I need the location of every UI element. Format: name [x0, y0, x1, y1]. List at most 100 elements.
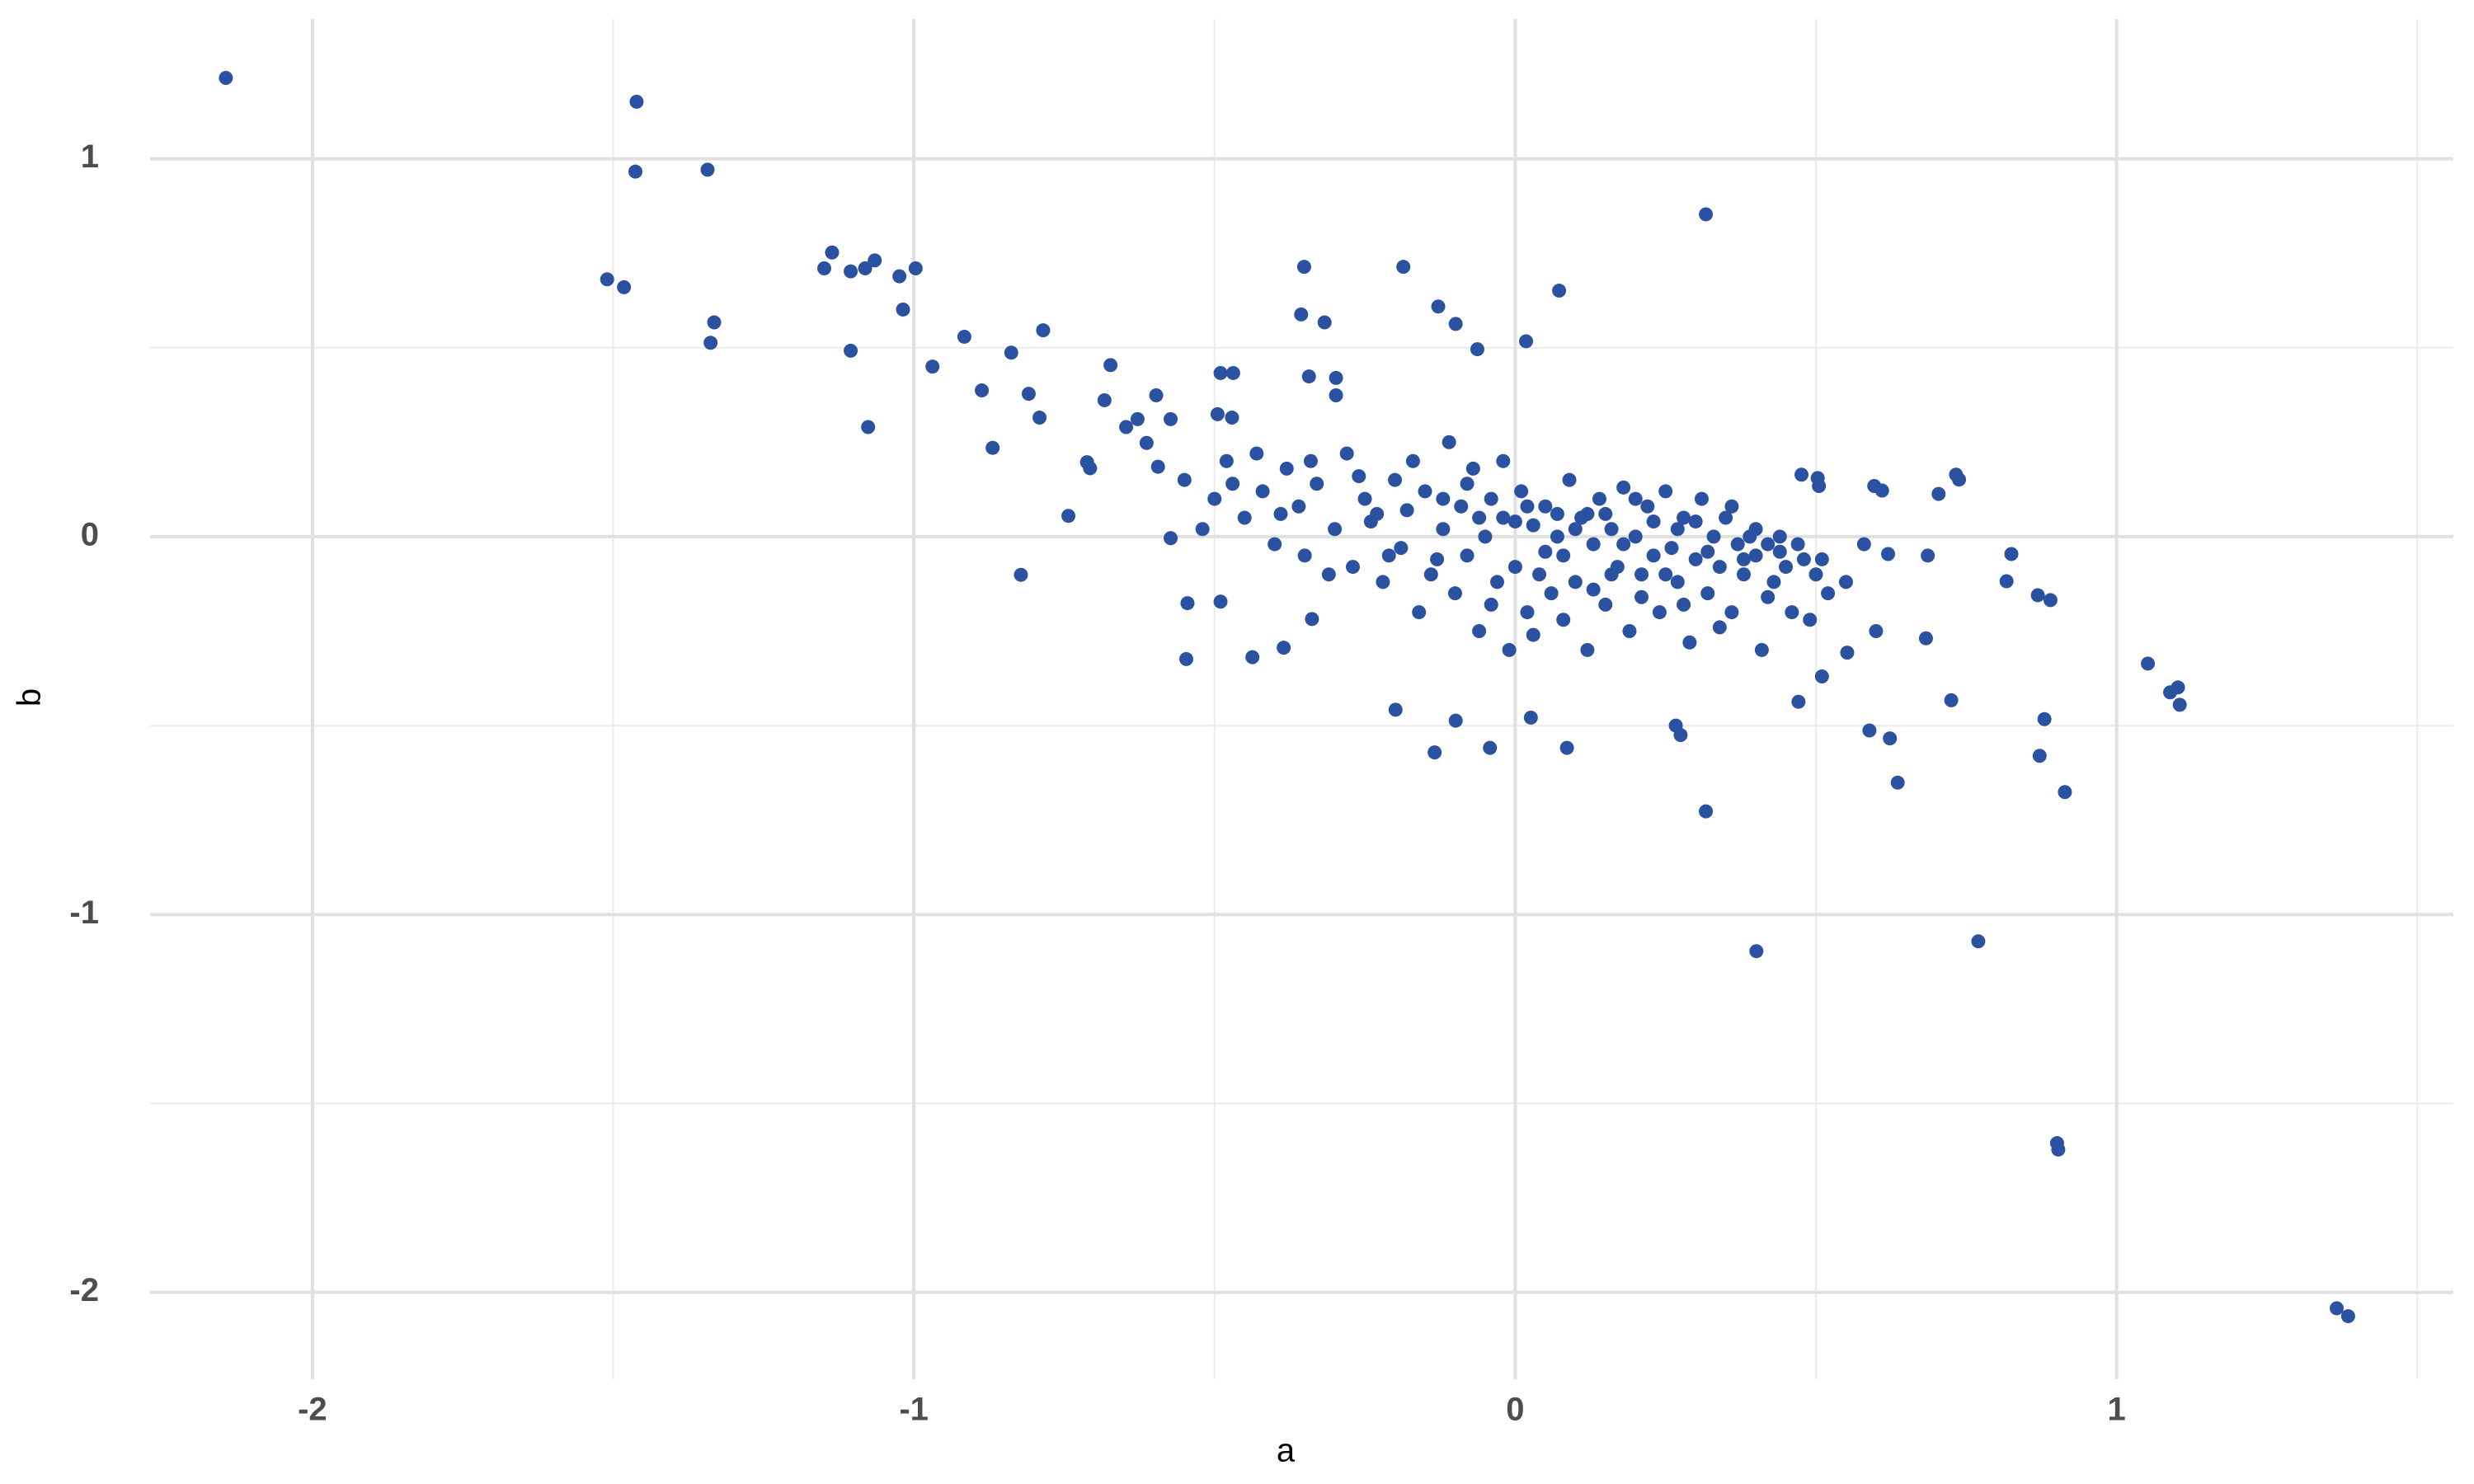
point — [2340, 1308, 2355, 1323]
point — [1803, 613, 1818, 627]
point — [1164, 531, 1178, 546]
point — [1496, 510, 1511, 525]
point — [896, 302, 910, 317]
point — [1412, 605, 1427, 620]
point — [1268, 537, 1282, 552]
point — [1177, 472, 1192, 487]
point — [600, 272, 614, 287]
point — [1890, 775, 1905, 790]
point — [1255, 484, 1270, 499]
point — [861, 420, 876, 434]
point — [1699, 207, 1714, 222]
point — [1616, 480, 1631, 495]
point — [1225, 477, 1240, 491]
point — [1580, 642, 1595, 657]
point — [1436, 491, 1451, 506]
point — [1520, 605, 1535, 620]
point — [1616, 537, 1631, 552]
point — [1700, 544, 1715, 559]
points — [219, 71, 2355, 1323]
point — [1556, 613, 1571, 627]
point — [1418, 484, 1432, 499]
y-axis-title: b — [12, 688, 48, 707]
point — [825, 245, 840, 260]
point — [1772, 544, 1787, 559]
point — [1210, 406, 1225, 421]
point — [1552, 284, 1567, 298]
point — [1749, 944, 1764, 959]
point — [1514, 484, 1529, 499]
point — [1345, 560, 1360, 575]
point — [1568, 575, 1583, 589]
x-tick-label: 0 — [1506, 1392, 1524, 1428]
point — [1237, 510, 1252, 525]
point — [1305, 612, 1319, 627]
point — [1808, 567, 1823, 582]
point — [1677, 510, 1691, 525]
y-tick-label: -2 — [69, 1272, 99, 1308]
point — [1470, 342, 1484, 357]
point — [1519, 334, 1534, 349]
point — [1862, 723, 1877, 738]
point — [1712, 620, 1727, 635]
point — [1724, 499, 1739, 514]
point — [1483, 740, 1498, 755]
point — [1761, 589, 1776, 604]
point — [1447, 586, 1462, 601]
point — [1370, 506, 1385, 521]
point — [1604, 567, 1619, 582]
point — [1550, 506, 1564, 521]
point — [1061, 509, 1076, 524]
point — [1646, 548, 1661, 563]
point — [1604, 522, 1619, 537]
point — [1301, 369, 1316, 384]
point — [1465, 461, 1480, 476]
point — [1559, 740, 1574, 755]
point — [1448, 713, 1463, 728]
point — [1219, 453, 1234, 468]
point — [1568, 522, 1583, 537]
point — [844, 343, 858, 358]
point — [1840, 646, 1855, 660]
point — [1748, 522, 1763, 537]
point — [1014, 567, 1028, 582]
point — [1130, 411, 1145, 426]
point — [1436, 522, 1451, 537]
point — [1748, 548, 1763, 563]
point — [1652, 605, 1667, 620]
point — [1273, 506, 1288, 521]
point — [1431, 299, 1446, 314]
point — [1297, 548, 1312, 563]
point — [908, 261, 923, 275]
point — [1682, 635, 1697, 650]
point — [1598, 506, 1613, 521]
point — [1640, 499, 1655, 514]
point — [1634, 589, 1649, 604]
point — [1526, 627, 1540, 642]
point — [1484, 491, 1498, 506]
point — [2058, 785, 2072, 800]
point — [1430, 552, 1445, 566]
point — [1658, 567, 1673, 582]
point — [1472, 624, 1487, 638]
point — [1150, 459, 1165, 474]
point — [975, 383, 990, 398]
point — [1622, 624, 1637, 638]
point — [1249, 446, 1264, 461]
point — [1103, 358, 1118, 373]
point — [2043, 593, 2058, 608]
point — [1628, 529, 1643, 544]
point — [1646, 514, 1661, 529]
point — [1032, 411, 1047, 425]
point — [1310, 477, 1324, 491]
point — [1460, 548, 1475, 563]
point — [1944, 693, 1959, 707]
point — [1303, 453, 1318, 468]
point — [1586, 582, 1601, 597]
point — [1388, 472, 1403, 487]
point — [1523, 710, 1538, 725]
point — [1291, 499, 1306, 514]
point — [925, 359, 940, 374]
point — [1277, 641, 1291, 655]
